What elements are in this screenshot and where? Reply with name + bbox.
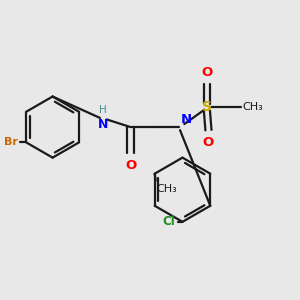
Text: H: H bbox=[99, 105, 107, 115]
Text: O: O bbox=[201, 66, 213, 79]
Text: O: O bbox=[125, 159, 136, 172]
Text: N: N bbox=[98, 118, 108, 131]
Text: Br: Br bbox=[4, 137, 18, 147]
Text: S: S bbox=[202, 100, 212, 114]
Text: CH₃: CH₃ bbox=[242, 102, 263, 112]
Text: CH₃: CH₃ bbox=[157, 184, 178, 194]
Text: O: O bbox=[203, 136, 214, 148]
Text: N: N bbox=[180, 113, 191, 126]
Text: Cl: Cl bbox=[163, 215, 176, 228]
